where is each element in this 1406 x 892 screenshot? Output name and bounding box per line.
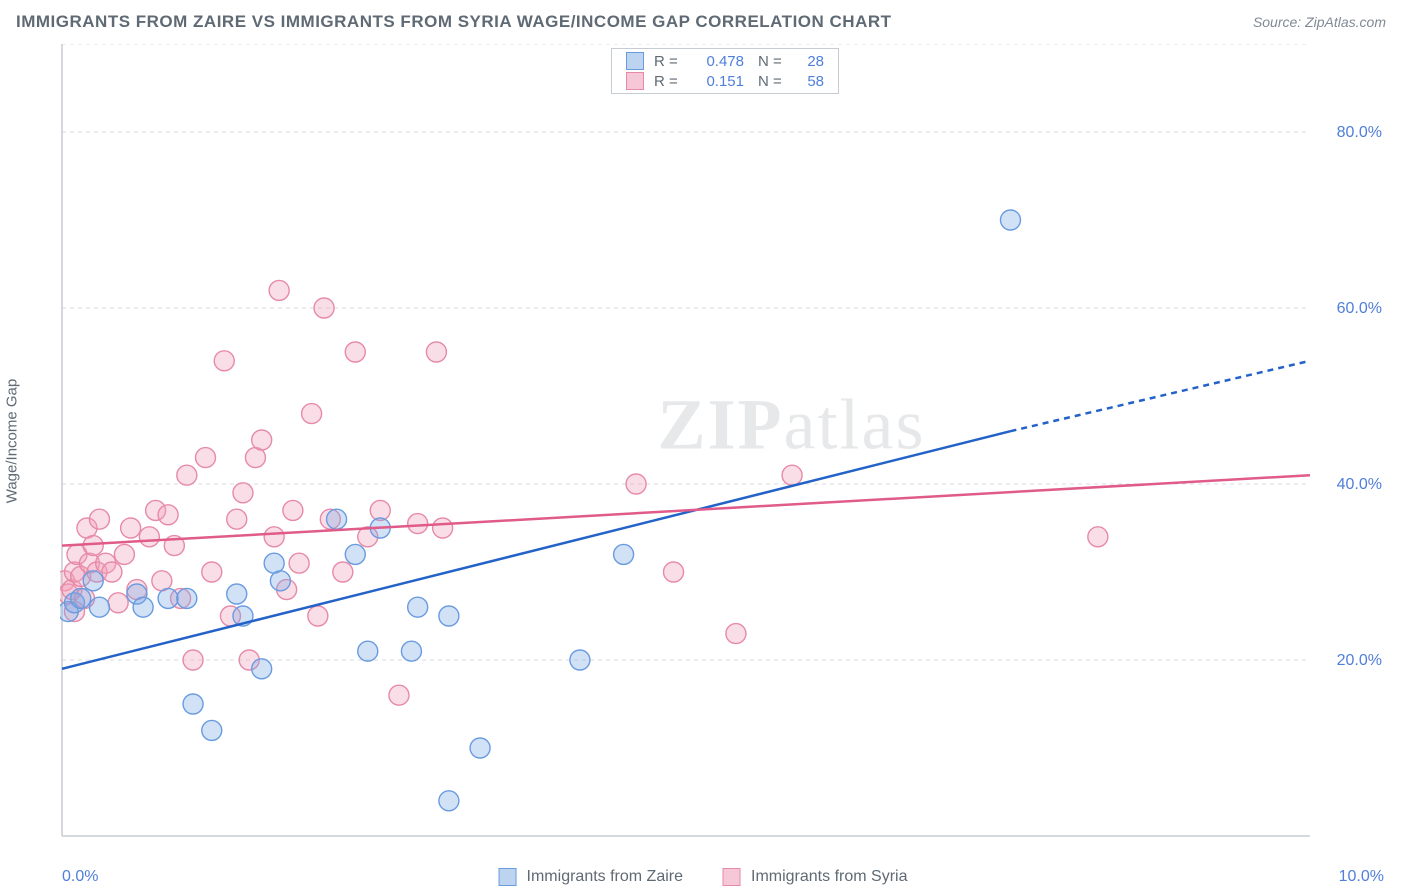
- swatch-syria: [626, 72, 644, 90]
- n-value-zaire: 28: [796, 53, 824, 70]
- svg-text:80.0%: 80.0%: [1337, 124, 1382, 141]
- legend-label-syria: Immigrants from Syria: [751, 868, 907, 886]
- svg-text:20.0%: 20.0%: [1337, 652, 1382, 669]
- swatch-zaire: [626, 52, 644, 70]
- legend-row-syria: R = 0.151 N = 58: [612, 71, 838, 91]
- n-label: N =: [758, 73, 786, 90]
- legend-row-zaire: R = 0.478 N = 28: [612, 51, 838, 71]
- legend-item-zaire: Immigrants from Zaire: [499, 868, 683, 886]
- chart-source: Source: ZipAtlas.com: [1253, 14, 1386, 30]
- n-label: N =: [758, 53, 786, 70]
- r-value-syria: 0.151: [692, 73, 744, 90]
- r-label: R =: [654, 53, 682, 70]
- chart-title: IMMIGRANTS FROM ZAIRE VS IMMIGRANTS FROM…: [16, 12, 892, 32]
- x-tick-min: 0.0%: [62, 868, 98, 886]
- x-tick-max: 10.0%: [1339, 868, 1384, 886]
- r-label: R =: [654, 73, 682, 90]
- legend-item-syria: Immigrants from Syria: [723, 868, 907, 886]
- svg-text:40.0%: 40.0%: [1337, 476, 1382, 493]
- correlation-legend: R = 0.478 N = 28 R = 0.151 N = 58: [611, 48, 839, 94]
- swatch-zaire-icon: [499, 868, 517, 886]
- legend-label-zaire: Immigrants from Zaire: [527, 868, 683, 886]
- swatch-syria-icon: [723, 868, 741, 886]
- y-axis-label: Wage/Income Gap: [4, 379, 21, 504]
- scatter-plot: 20.0%40.0%60.0%80.0% ZIPatlas R = 0.478 …: [60, 44, 1390, 838]
- svg-text:60.0%: 60.0%: [1337, 300, 1382, 317]
- r-value-zaire: 0.478: [692, 53, 744, 70]
- bottom-legend: Immigrants from Zaire Immigrants from Sy…: [499, 868, 908, 886]
- n-value-syria: 58: [796, 73, 824, 90]
